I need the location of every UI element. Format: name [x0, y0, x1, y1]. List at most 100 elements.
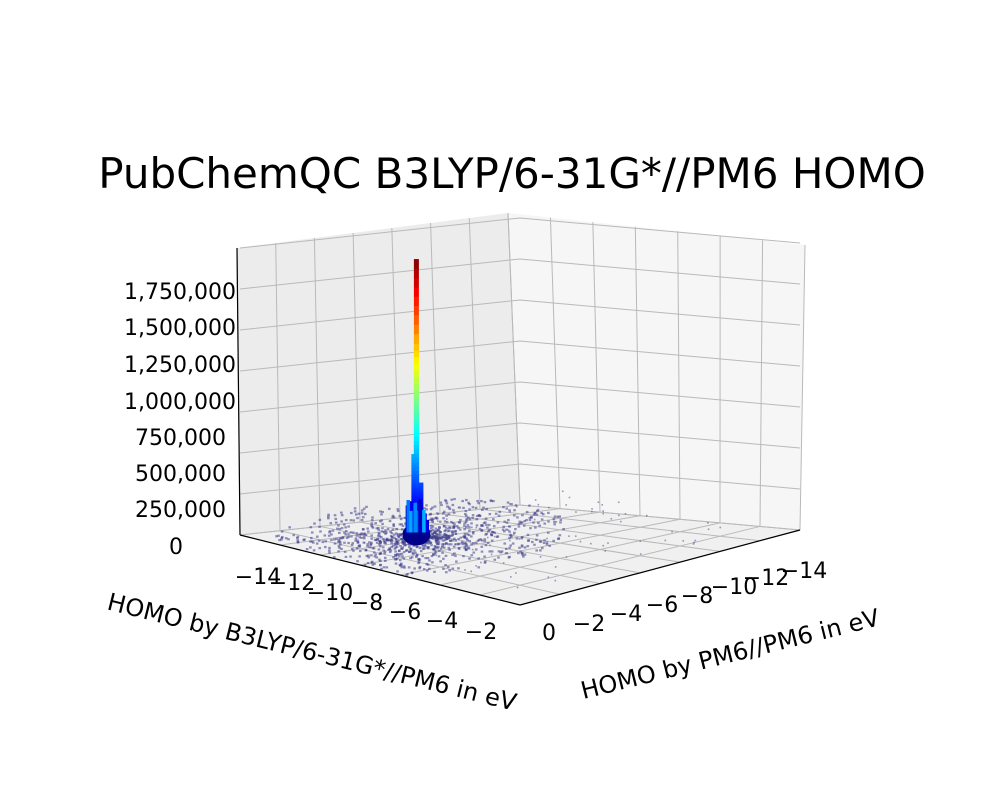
scatter-point [402, 557, 406, 560]
scatter-point [493, 531, 497, 534]
histogram-bar [414, 462, 420, 467]
scatter-point [382, 539, 386, 542]
scatter-point [380, 519, 383, 522]
scatter-point [392, 524, 396, 528]
scatter-point [357, 512, 361, 515]
scatter-point [471, 506, 475, 509]
scatter-point [405, 574, 408, 577]
histogram-bar [418, 486, 424, 489]
scatter-point [547, 520, 550, 523]
histogram-bar [411, 459, 417, 463]
scatter-point [463, 547, 466, 550]
scatter-point [434, 527, 438, 530]
scatter-point [492, 499, 495, 503]
scatter-point [331, 529, 335, 532]
scatter-point [454, 539, 458, 542]
scatter-point [330, 538, 333, 542]
scatter-point [707, 522, 709, 524]
histogram-bar [414, 410, 420, 416]
scatter-point [312, 541, 315, 544]
scatter-point [490, 539, 494, 542]
grid-line [519, 504, 801, 531]
y-tick-label: 0 [542, 621, 556, 646]
scatter-point [462, 535, 465, 538]
scatter-point [452, 511, 456, 514]
histogram-bar [414, 432, 420, 437]
scatter-point [512, 533, 515, 536]
scatter-point [368, 546, 372, 549]
y-tick-labels: 0 −2 −4 −6 −8 −10 −12 −14 [542, 559, 827, 646]
grid-line [592, 222, 601, 513]
scatter-point [445, 502, 449, 505]
scatter-point [442, 510, 446, 513]
histogram-bar [413, 268, 419, 279]
histogram-bar [413, 277, 419, 288]
x-tick-label: −14 [235, 565, 281, 590]
scatter-point [347, 525, 350, 528]
scatter-point [288, 526, 292, 529]
scatter-point [387, 548, 390, 552]
scatter-point [403, 540, 406, 544]
scatter-point [403, 543, 406, 546]
histogram-bar [413, 383, 419, 391]
scatter-point [504, 547, 508, 550]
grid-line [634, 226, 641, 516]
histogram-bar [414, 423, 420, 429]
scatter-point [477, 502, 480, 505]
scatter-point [559, 518, 563, 522]
scatter-point [422, 568, 426, 571]
scatter-point [389, 530, 392, 533]
scatter-point [486, 541, 490, 544]
histogram-bar [411, 468, 417, 472]
scatter-point [344, 555, 348, 559]
scatter-point [460, 542, 463, 545]
scatter-point [408, 543, 411, 546]
histogram-bar [422, 510, 426, 533]
scatter-point [447, 528, 449, 530]
scatter-point [340, 511, 343, 514]
scatter-point [315, 542, 319, 545]
scatter-point [523, 553, 527, 556]
scatter-point [337, 524, 340, 527]
scatter-point [390, 540, 393, 543]
scatter-point [437, 545, 440, 548]
scatter-point [457, 537, 460, 541]
scatter-point [509, 539, 511, 542]
grid-line [399, 517, 681, 563]
scatter-point [354, 539, 357, 542]
z-tick-labels: 0 250,000 500,000 750,000 1,000,000 1,25… [124, 280, 236, 560]
histogram-bar [413, 363, 419, 371]
scatter-point [505, 528, 508, 531]
scatter-point [546, 537, 548, 540]
scatter-point [391, 514, 395, 517]
scatter-point [352, 531, 355, 534]
scatter-point [543, 539, 546, 542]
scatter-point [284, 537, 288, 540]
scatter-point [356, 560, 359, 563]
scatter-point [515, 572, 517, 574]
scatter-point [430, 544, 433, 547]
scatter-point [382, 549, 385, 552]
scatter-point [445, 520, 449, 524]
scatter-point [510, 503, 513, 506]
scatter-point [537, 521, 540, 524]
scatter-point [442, 546, 446, 549]
scatter-point [542, 541, 546, 545]
scatter-point [443, 529, 447, 533]
chart-title: PubChemQC B3LYP/6-31G*//PM6 HOMO [98, 149, 926, 198]
scatter-point [517, 552, 520, 555]
scatter-point [418, 567, 421, 570]
scatter-point [430, 554, 434, 558]
scatter-point [428, 542, 431, 545]
scatter-point [392, 523, 395, 525]
z-tick-label: 750,000 [135, 426, 226, 451]
scatter-point [514, 504, 518, 507]
z-tick-label: 1,000,000 [124, 390, 236, 415]
scatter-point [344, 526, 347, 529]
scatter-point [475, 518, 479, 521]
scatter-point [446, 530, 450, 533]
scatter-point [568, 535, 570, 537]
scatter-point [444, 554, 448, 557]
scatter-point [400, 528, 404, 531]
scatter-point [535, 534, 539, 537]
